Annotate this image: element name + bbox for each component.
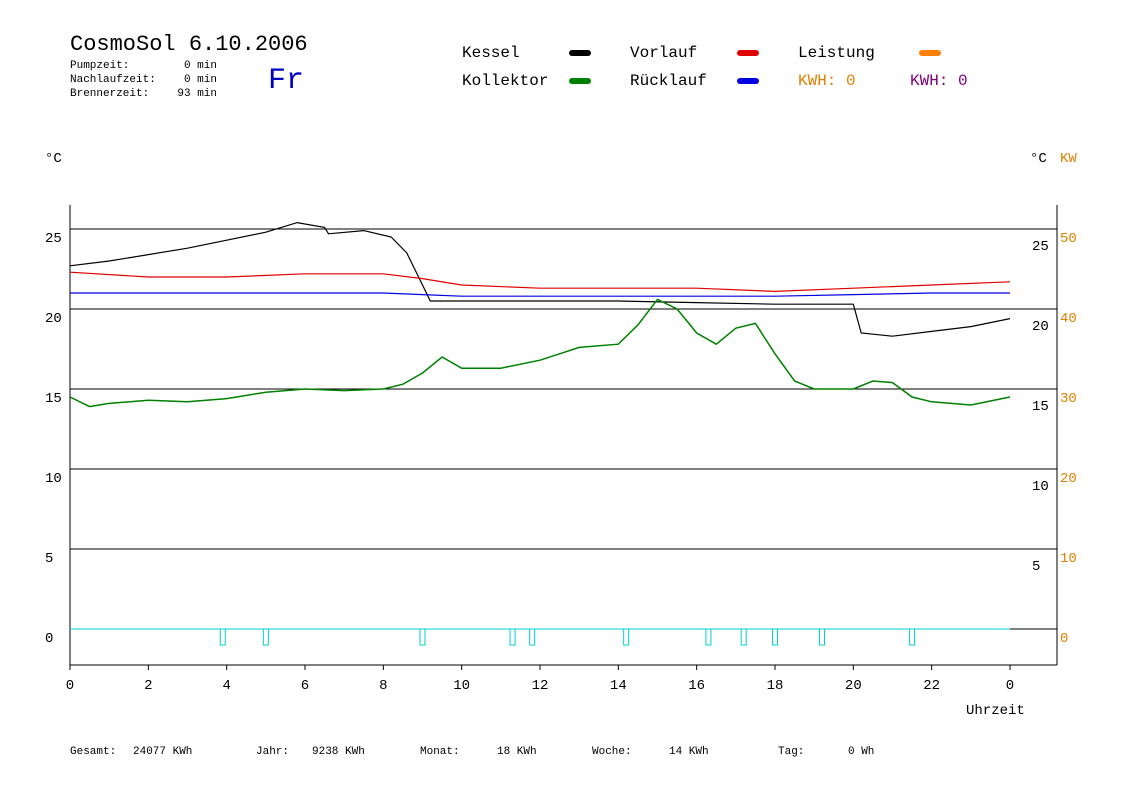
series-line xyxy=(69,298,1011,408)
pulse xyxy=(772,628,778,646)
y-tick-label: 15 xyxy=(45,391,62,407)
x-tick-label: 10 xyxy=(453,678,470,694)
x-tick-label: 16 xyxy=(688,678,705,694)
y2-tick-label: 10 xyxy=(1060,551,1077,567)
footer-label: Gesamt: xyxy=(70,746,116,758)
y-tick-label: 20 xyxy=(45,311,62,327)
y-tick-label-right: 20 xyxy=(1032,319,1049,335)
y2-tick-label: 0 xyxy=(1060,631,1068,647)
footer-label: Jahr: xyxy=(256,746,289,758)
y2-tick-label: 40 xyxy=(1060,311,1077,327)
chart-title: CosmoSol 6.10.2006 xyxy=(70,32,308,57)
x-tick-label: 2 xyxy=(144,678,152,694)
footer-value: 18 KWh xyxy=(497,746,537,758)
pulse xyxy=(623,628,630,646)
y-tick-label-right: 25 xyxy=(1032,239,1049,255)
kwh-label: KWH: 0 xyxy=(798,72,856,90)
y2-tick-label: 20 xyxy=(1060,471,1077,487)
pulse xyxy=(740,628,747,646)
footer-value: 0 Wh xyxy=(848,746,874,758)
pulse xyxy=(705,628,712,646)
x-tick-label: 14 xyxy=(610,678,627,694)
series-line xyxy=(70,292,1010,297)
y2-tick-label: 30 xyxy=(1060,391,1077,407)
x-axis-label: Uhrzeit xyxy=(966,703,1025,719)
y-axis-label: °C xyxy=(45,151,62,167)
series-line xyxy=(69,221,1011,337)
x-tick-label: 0 xyxy=(1006,678,1014,694)
y-tick-label: 25 xyxy=(45,231,62,247)
kwh-label: KWH: 0 xyxy=(910,72,968,90)
y-tick-label-right: 10 xyxy=(1032,479,1049,495)
y-tick-label-right: 5 xyxy=(1032,559,1040,575)
x-tick-label: 12 xyxy=(532,678,549,694)
info-value: 0 min xyxy=(184,60,217,72)
y2-axis-label: °C xyxy=(1030,151,1047,167)
legend-label: Kollektor xyxy=(462,72,548,90)
footer-value: 14 KWh xyxy=(669,746,709,758)
y-tick-label: 10 xyxy=(45,471,62,487)
pulse xyxy=(529,628,536,646)
footer-value: 24077 KWh xyxy=(133,746,192,758)
info-label: Pumpzeit: xyxy=(70,60,129,72)
pulse xyxy=(819,628,825,646)
y-tick-label: 5 xyxy=(45,551,53,567)
info-label: Brennerzeit: xyxy=(70,88,149,100)
x-tick-label: 20 xyxy=(845,678,862,694)
pulse xyxy=(262,628,269,646)
pulse xyxy=(909,628,916,646)
footer-label: Woche: xyxy=(592,746,632,758)
y-tick-label-right: 15 xyxy=(1032,399,1049,415)
footer-label: Monat: xyxy=(420,746,460,758)
info-value: 0 min xyxy=(184,74,217,86)
y2-tick-label: 50 xyxy=(1060,231,1077,247)
series-line xyxy=(69,271,1011,293)
x-tick-label: 18 xyxy=(767,678,784,694)
x-tick-label: 22 xyxy=(923,678,940,694)
legend-label: Kessel xyxy=(462,44,520,62)
info-value: 93 min xyxy=(177,88,217,100)
x-tick-label: 8 xyxy=(379,678,387,694)
x-tick-label: 4 xyxy=(222,678,230,694)
y2-unit: KW xyxy=(1060,151,1077,167)
info-label: Nachlaufzeit: xyxy=(70,74,156,86)
x-tick-label: 0 xyxy=(66,678,74,694)
footer-value: 9238 KWh xyxy=(312,746,365,758)
legend-label: Rücklauf xyxy=(630,72,707,90)
y-tick-label: 0 xyxy=(45,631,53,647)
footer-label: Tag: xyxy=(778,746,804,758)
pulse xyxy=(419,628,426,646)
pulse xyxy=(219,628,226,646)
legend-label: Leistung xyxy=(798,44,875,62)
pulse xyxy=(509,628,516,646)
day: Fr xyxy=(268,64,304,98)
x-tick-label: 6 xyxy=(301,678,309,694)
legend-label: Vorlauf xyxy=(630,44,697,62)
